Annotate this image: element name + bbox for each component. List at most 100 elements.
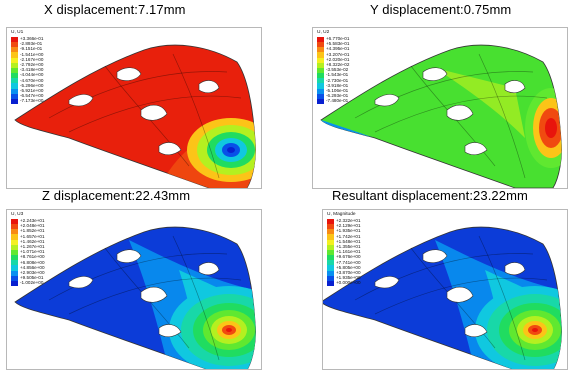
legend-row: +5.583e-01 bbox=[317, 41, 349, 48]
legend-row: +8.761e+00 bbox=[11, 254, 45, 261]
hood-contour-plot bbox=[14, 226, 256, 369]
hood-cutout bbox=[446, 286, 474, 303]
contour-panel-z: U, U3 +2.243e+01 +2.048e+01 +1.852e+01 +1.65… bbox=[6, 209, 262, 370]
legend-value: +1.935e+01 bbox=[336, 228, 361, 234]
hood-cutout bbox=[158, 142, 182, 156]
contour-legend: U, U3 +2.243e+01 +2.048e+01 +1.852e+01 +1.65… bbox=[11, 212, 45, 287]
hood-cutout bbox=[464, 142, 488, 156]
legend-swatch bbox=[11, 62, 18, 68]
contour-bands bbox=[129, 240, 256, 369]
legend-value: -3.918e-01 bbox=[326, 82, 349, 88]
legend-value: +2.048e+01 bbox=[20, 223, 45, 229]
legend-row: +1.462e+01 bbox=[11, 238, 45, 245]
legend-value: +8.761e+00 bbox=[20, 254, 45, 260]
legend-value: +5.805e+00 bbox=[336, 264, 361, 270]
legend-row: -2.730e-01 bbox=[317, 78, 349, 84]
legend-value: -4.044e+00 bbox=[20, 72, 44, 78]
hood-cutout bbox=[116, 67, 142, 81]
legend-row: +1.071e+01 bbox=[11, 249, 45, 256]
legend-title: U, Magnitude bbox=[327, 212, 356, 217]
legend-value: -5.106e-01 bbox=[326, 87, 349, 93]
hood-cutout bbox=[374, 94, 400, 107]
legend-row: +1.355e+01 bbox=[327, 244, 361, 250]
legend-value: -1.002e+00 bbox=[20, 280, 44, 286]
legend-swatch bbox=[11, 239, 18, 245]
legend-title: U, U1 bbox=[11, 30, 24, 35]
legend-row: -2.167e+00 bbox=[11, 57, 43, 63]
hood-rib bbox=[68, 95, 242, 133]
legend-swatch bbox=[317, 41, 324, 48]
contour-panel-resultant: U, Magnitude +2.322e+01 +2.129e+01 +1.935e+… bbox=[322, 209, 568, 370]
legend-value: +1.548e+01 bbox=[336, 238, 361, 244]
legend-value: +1.462e+01 bbox=[20, 238, 45, 244]
hood-model bbox=[320, 44, 562, 188]
legend-row: +2.322e+01 bbox=[327, 218, 361, 224]
legend-swatch bbox=[11, 234, 18, 240]
legend-swatch bbox=[317, 67, 324, 74]
legend-row: +8.322e-02 bbox=[317, 62, 349, 68]
legend-swatch bbox=[317, 62, 324, 68]
hood-cutout bbox=[198, 80, 220, 94]
legend-value: -6.293e-01 bbox=[326, 93, 349, 99]
hood-cutout bbox=[140, 286, 168, 303]
legend-swatch bbox=[327, 275, 334, 282]
legend-swatch bbox=[11, 275, 18, 282]
legend-value: -1.541e+00 bbox=[20, 51, 44, 57]
legend-swatch bbox=[11, 47, 18, 53]
hood-contour-plot bbox=[14, 44, 256, 188]
hood-cutout bbox=[504, 80, 526, 94]
legend-row: -6.293e-01 bbox=[317, 93, 349, 100]
legend-swatch bbox=[327, 234, 334, 240]
legend-row: +1.742e+01 bbox=[327, 234, 361, 240]
legend-row: +2.243e+01 bbox=[11, 218, 45, 224]
legend-row: -1.541e+00 bbox=[11, 51, 44, 58]
legend-row: -3.553e-02 bbox=[317, 67, 349, 74]
legend-value: -5.921e+00 bbox=[20, 87, 44, 93]
legend-row: -1.543e-01 bbox=[317, 73, 349, 79]
legend-row: +9.676e+00 bbox=[327, 255, 361, 261]
hood-rib bbox=[48, 253, 228, 301]
panel-title-y: Y displacement:0.75mm bbox=[370, 2, 512, 17]
hood-rib bbox=[354, 253, 534, 301]
contour-ring bbox=[227, 147, 235, 153]
hood-cutout bbox=[464, 324, 488, 338]
legend-row: +7.741e+00 bbox=[327, 260, 361, 266]
legend-row: -9.151e-01 bbox=[11, 46, 43, 53]
legend-row: +1.267e+01 bbox=[11, 244, 45, 250]
contour-legend: U, Magnitude +2.322e+01 +2.129e+01 +1.935e+… bbox=[327, 212, 361, 287]
hood-rib bbox=[68, 277, 242, 315]
hood-cutout bbox=[68, 276, 94, 289]
legend-swatch bbox=[11, 249, 18, 256]
hood-rib bbox=[172, 53, 220, 179]
hood-cutout bbox=[198, 262, 220, 276]
legend-swatch bbox=[327, 244, 334, 250]
legend-swatch bbox=[317, 57, 324, 63]
legend-swatch bbox=[317, 73, 324, 79]
contour-band bbox=[435, 68, 525, 138]
legend-row: -5.921e+00 bbox=[11, 87, 44, 94]
legend-swatch bbox=[11, 218, 18, 224]
hood-model bbox=[323, 226, 562, 369]
hood-model bbox=[14, 226, 256, 369]
hood-cutout bbox=[422, 249, 448, 263]
legend-value: -9.151e-01 bbox=[20, 46, 43, 52]
legend-value: -6.547e+00 bbox=[20, 93, 44, 99]
legend-row: -5.296e+00 bbox=[11, 83, 43, 89]
legend-row: -2.792e+00 bbox=[11, 62, 43, 68]
legend-row: +1.657e+01 bbox=[11, 233, 45, 240]
legend-swatch bbox=[317, 78, 324, 84]
legend-row: -2.893e-01 bbox=[11, 42, 43, 48]
contour-bands bbox=[435, 240, 562, 369]
contour-ring bbox=[545, 118, 557, 138]
legend-swatch bbox=[327, 229, 334, 235]
legend-value: +1.657e+01 bbox=[20, 233, 45, 239]
legend-row: -3.918e-01 bbox=[317, 82, 349, 89]
legend-swatch bbox=[11, 36, 18, 42]
hood-cutout bbox=[504, 262, 526, 276]
legend-row: +0.000e+00 bbox=[327, 280, 361, 287]
hood-contour-plot bbox=[323, 226, 562, 369]
contour-legend: U, U2 +6.770e-01 +5.583e-01 +4.395e-01 +3.20… bbox=[317, 30, 349, 105]
legend-swatch bbox=[11, 88, 18, 94]
legend-row: +3.870e+00 bbox=[327, 270, 361, 276]
legend-value: +0.000e+00 bbox=[336, 280, 361, 286]
